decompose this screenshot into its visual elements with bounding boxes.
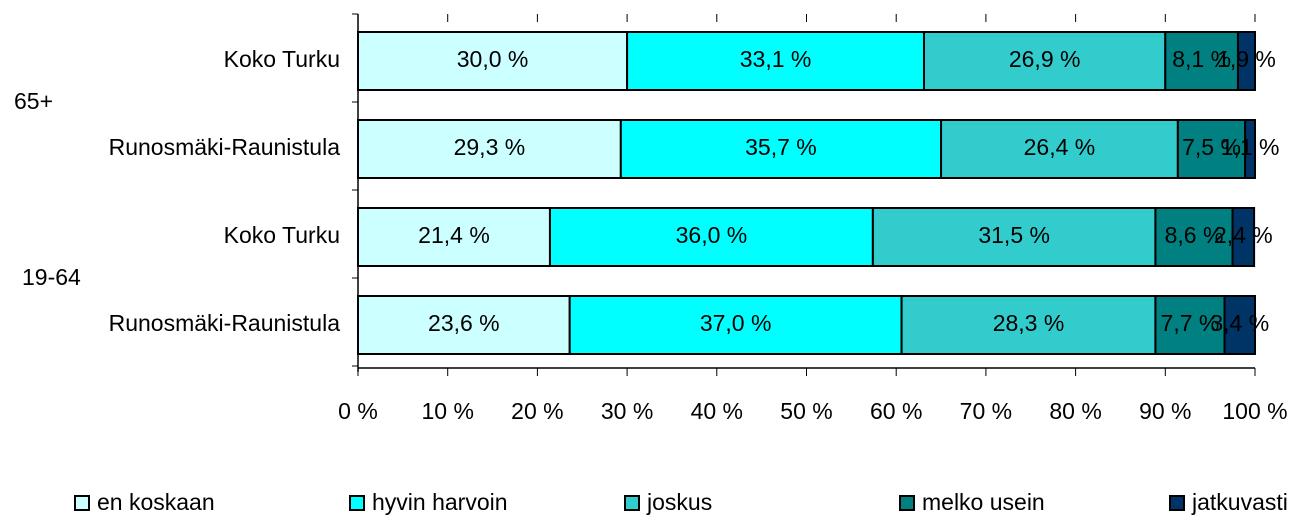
value-label: 7,5 %	[1182, 134, 1241, 160]
x-tick-label: 10 %	[421, 398, 473, 424]
group-label: 65+	[14, 88, 53, 114]
x-tick-label: 100 %	[1222, 398, 1287, 424]
bar-segment	[357, 207, 551, 267]
bar-segment	[900, 295, 1157, 355]
bar-segment	[619, 119, 943, 179]
legend-swatch	[624, 495, 640, 511]
value-label: 26,4 %	[1024, 134, 1096, 160]
legend-label: hyvin harvoin	[372, 489, 508, 515]
value-label: 8,1 %	[1172, 46, 1231, 72]
x-tick-label: 60 %	[870, 398, 922, 424]
value-label: 26,9 %	[1009, 46, 1081, 72]
value-label: 8,6 %	[1165, 222, 1224, 248]
x-tick-label: 30 %	[601, 398, 653, 424]
bar-segment	[1223, 295, 1256, 355]
x-tick-label: 90 %	[1139, 398, 1191, 424]
category-label: Runosmäki-Raunistula	[109, 134, 341, 160]
value-label: 2,4 %	[1214, 222, 1273, 248]
bar-segment	[940, 119, 1179, 179]
value-label: 1,1 %	[1221, 134, 1280, 160]
category-label: Koko Turku	[224, 222, 340, 248]
legend-label: jatkuvasti	[1191, 489, 1288, 515]
bar-segment	[1244, 119, 1257, 179]
value-label: 3,4 %	[1210, 310, 1269, 336]
x-tick-label: 20 %	[511, 398, 563, 424]
bar-segment	[1231, 207, 1256, 267]
bar-segment	[626, 31, 926, 91]
x-tick-label: 80 %	[1049, 398, 1101, 424]
bar-segment	[1176, 119, 1247, 179]
x-tick-label: 50 %	[780, 398, 832, 424]
bar-segment	[923, 31, 1167, 91]
value-label: 1,9 %	[1217, 46, 1276, 72]
category-label: Runosmäki-Raunistula	[109, 310, 341, 336]
legend-label: en koskaan	[97, 489, 215, 515]
legend-swatch	[899, 495, 915, 511]
value-label: 28,3 %	[993, 310, 1065, 336]
bar-segment	[357, 119, 622, 179]
bar-segment	[1154, 295, 1226, 355]
value-label: 7,7 %	[1161, 310, 1220, 336]
category-label: Koko Turku	[224, 46, 340, 72]
value-label: 29,3 %	[454, 134, 526, 160]
legend-label: joskus	[646, 489, 712, 515]
value-label: 35,7 %	[745, 134, 817, 160]
x-tick-label: 40 %	[691, 398, 743, 424]
group-label: 19-64	[22, 264, 81, 290]
value-label: 30,0 %	[457, 46, 529, 72]
legend-swatch	[349, 495, 365, 511]
bar-segment	[568, 295, 903, 355]
value-label: 37,0 %	[700, 310, 772, 336]
bar-segment	[1154, 207, 1234, 267]
value-label: 36,0 %	[676, 222, 748, 248]
bar-segment	[548, 207, 874, 267]
legend-swatch	[74, 495, 90, 511]
x-tick-label: 70 %	[960, 398, 1012, 424]
value-label: 21,4 %	[418, 222, 490, 248]
value-label: 31,5 %	[978, 222, 1050, 248]
bar-segment	[357, 31, 629, 91]
x-tick-label: 0 %	[338, 398, 378, 424]
value-label: 23,6 %	[428, 310, 500, 336]
legend-label: melko usein	[922, 489, 1045, 515]
bar-segment	[357, 295, 571, 355]
bar-segment	[1236, 31, 1257, 91]
value-label: 33,1 %	[740, 46, 812, 72]
legend-swatch	[1169, 495, 1185, 511]
